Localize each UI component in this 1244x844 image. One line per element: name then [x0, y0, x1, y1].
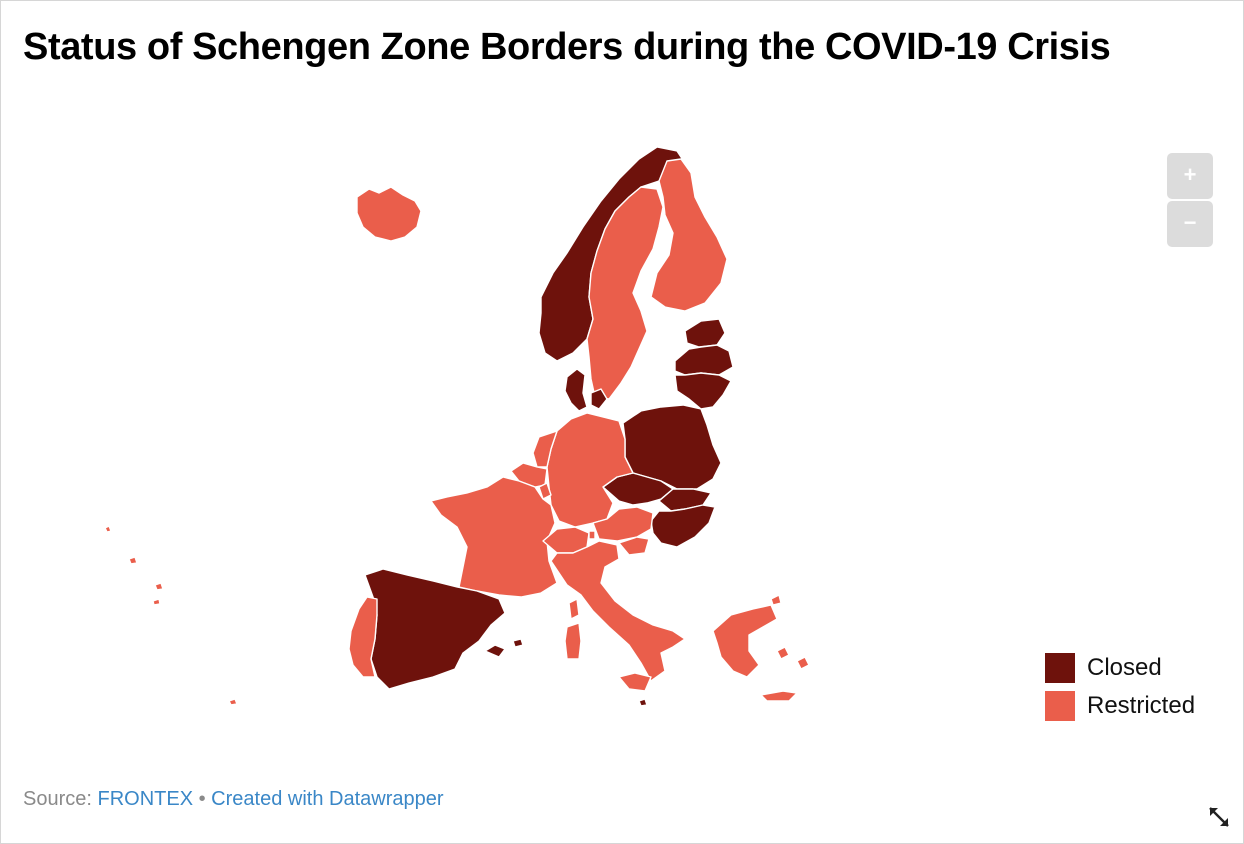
region-liechtenstein[interactable]	[588, 530, 596, 540]
region-estonia[interactable]	[684, 318, 726, 348]
region-malta[interactable]	[638, 698, 648, 707]
legend-label-closed: Closed	[1087, 654, 1162, 681]
source-prefix: Source:	[23, 788, 98, 810]
footer: Source: FRONTEX • Created with Datawrapp…	[23, 788, 444, 811]
legend-label-restricted: Restricted	[1087, 692, 1196, 719]
region-portugal[interactable]	[348, 596, 378, 678]
region-denmark[interactable]	[564, 368, 608, 412]
region-italy[interactable]	[550, 540, 686, 682]
region-iceland[interactable]	[356, 186, 422, 242]
region-corsica[interactable]	[568, 598, 580, 620]
legend-swatch-closed	[1045, 653, 1075, 683]
region-slovenia[interactable]	[618, 536, 650, 556]
zoom-in-button[interactable]: +	[1167, 153, 1213, 199]
region-madeira[interactable]	[228, 698, 238, 706]
datawrapper-link[interactable]: Created with Datawrapper	[211, 788, 444, 810]
legend-swatch-restricted	[1045, 691, 1075, 721]
zoom-out-button[interactable]: −	[1167, 201, 1213, 247]
region-france[interactable]	[430, 476, 558, 598]
region-sardinia[interactable]	[564, 622, 582, 660]
footer-separator: •	[193, 788, 212, 810]
expand-icon[interactable]	[1207, 805, 1231, 829]
region-finland[interactable]	[650, 158, 728, 312]
region-latvia[interactable]	[674, 344, 734, 376]
europe-map	[104, 146, 810, 707]
region-greek-islands[interactable]	[760, 594, 810, 702]
region-luxembourg[interactable]	[538, 482, 552, 500]
region-azores[interactable]	[104, 525, 164, 606]
region-sicily[interactable]	[618, 672, 652, 692]
source-link[interactable]: FRONTEX	[97, 788, 194, 810]
region-sweden[interactable]	[586, 186, 664, 400]
region-hungary[interactable]	[650, 504, 716, 548]
region-austria[interactable]	[592, 506, 654, 542]
region-lithuania[interactable]	[674, 372, 732, 410]
legend-item-closed: Closed	[1045, 653, 1195, 683]
chart-title: Status of Schengen Zone Borders during t…	[23, 26, 1111, 68]
region-greece[interactable]	[712, 604, 778, 678]
legend-item-restricted: Restricted	[1045, 691, 1195, 721]
legend: Closed Restricted	[1045, 653, 1195, 729]
region-balearics[interactable]	[484, 638, 524, 658]
